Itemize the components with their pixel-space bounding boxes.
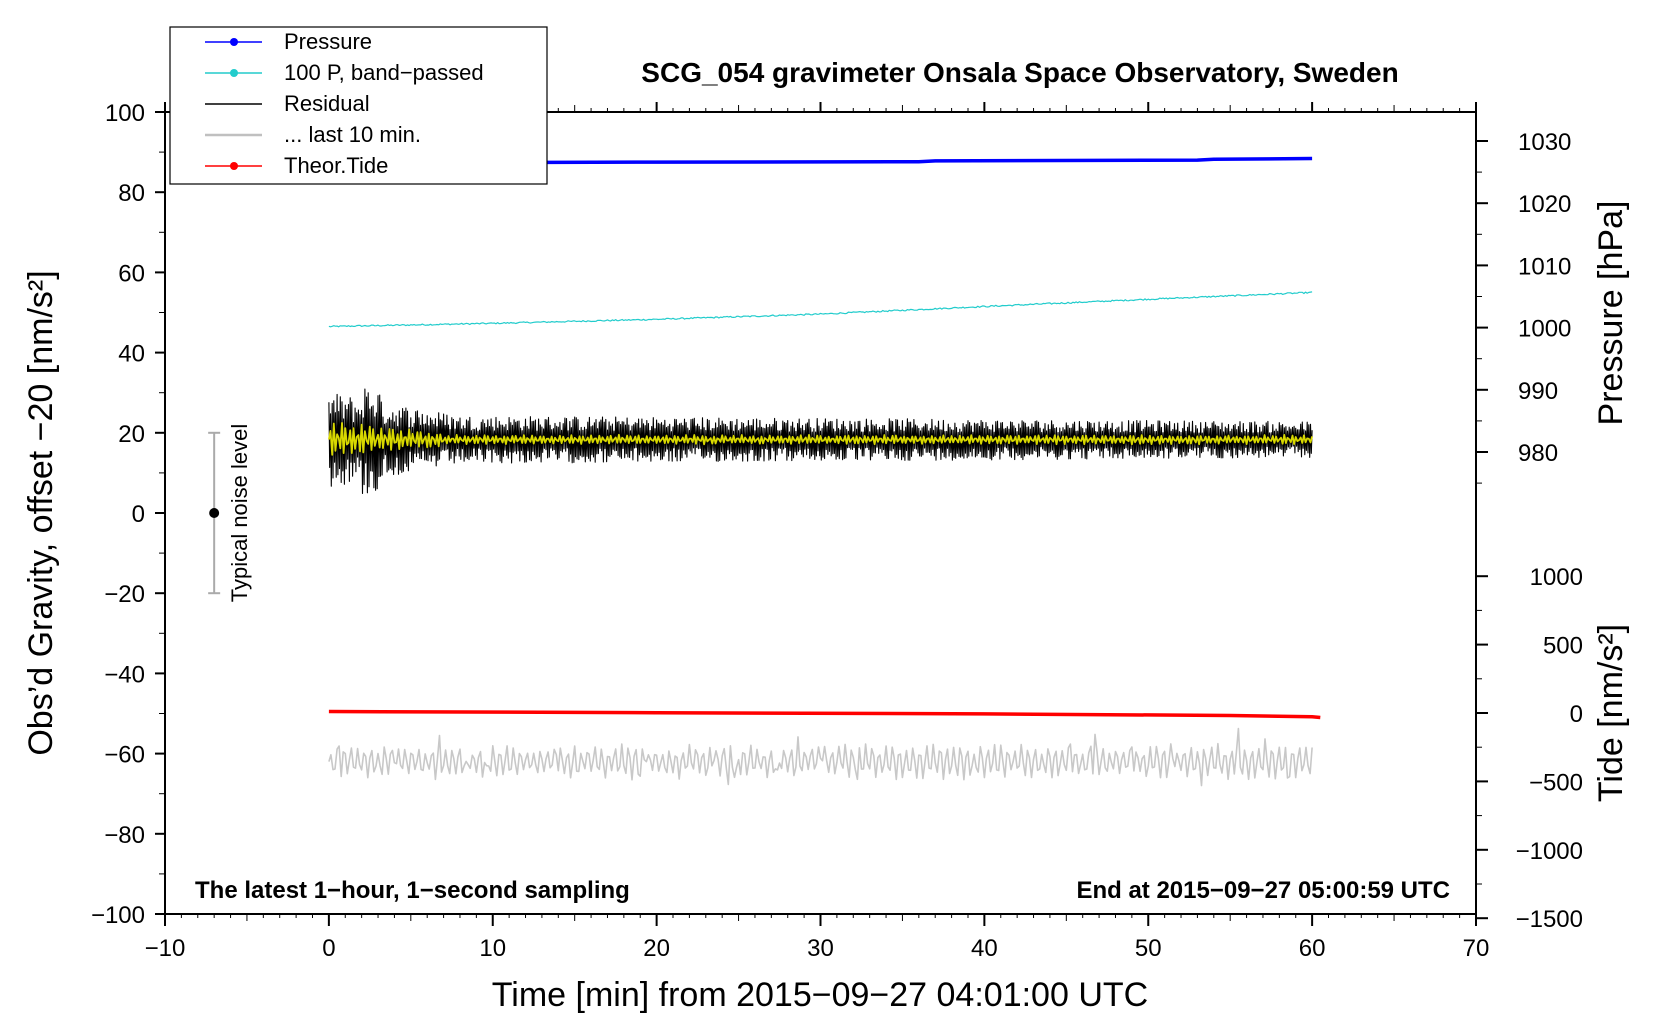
noise-label: Typical noise level	[227, 424, 252, 603]
pressure-axis-label: Pressure [hPa]	[1592, 201, 1630, 426]
x-tick-label: 0	[322, 935, 335, 962]
x-tick-label: 50	[1135, 935, 1162, 962]
series-layer	[328, 156, 1321, 787]
y-tick-label: −60	[104, 742, 145, 769]
pressure-tick-label: 1010	[1518, 253, 1571, 280]
legend-label: 100 P, band−passed	[284, 60, 484, 85]
pressure-tick-label: 990	[1518, 378, 1558, 405]
legend-label: Residual	[284, 91, 370, 116]
pressure-tick-label: 1000	[1518, 316, 1571, 343]
pressure-line	[328, 156, 1313, 165]
y-tick-label: 100	[105, 100, 145, 127]
tide-tick-label: 1000	[1530, 564, 1583, 591]
chart-title: SCG_054 gravimeter Onsala Space Observat…	[641, 57, 1398, 88]
end-time-annotation: End at 2015−09−27 05:00:59 UTC	[1076, 877, 1450, 904]
legend: Pressure 100 P, band−passed Residual ... la…	[169, 26, 548, 185]
y-tick-label: −40	[104, 661, 145, 688]
legend-label: Pressure	[284, 29, 372, 54]
y-tick-label: 60	[118, 260, 145, 287]
pressure-tick-label: 1020	[1518, 191, 1571, 218]
y-tick-label: 80	[118, 180, 145, 207]
y-tick-label: 20	[118, 421, 145, 448]
tide-axis-label: Tide [nm/s²]	[1592, 624, 1630, 802]
legend-marker	[230, 38, 238, 46]
tide-tick-label: 0	[1570, 701, 1583, 728]
tide-tick-label: −1000	[1516, 838, 1583, 865]
pressure-tick-label: 980	[1518, 440, 1558, 467]
y-axis-label: Obs’d Gravity, offset −20 [nm/s²]	[22, 270, 60, 755]
tide-tick-label: −1500	[1516, 906, 1583, 933]
tide-tick-label: −500	[1529, 769, 1583, 796]
y-tick-label: −100	[91, 902, 145, 929]
x-tick-label: −10	[145, 935, 186, 962]
legend-label: ... last 10 min.	[284, 122, 421, 147]
smoothed-residual-line	[328, 422, 1313, 456]
x-tick-label: 30	[807, 935, 834, 962]
noise-marker: Typical noise level	[208, 424, 252, 603]
x-tick-label: 10	[479, 935, 506, 962]
ticks-layer: −10 0 10 20 30 40 50 60 70−100−80−60−40−20020406…	[91, 100, 1583, 962]
x-axis-label: Time [min] from 2015−09−27 04:01:00 UTC	[492, 976, 1148, 1014]
x-tick-label: 20	[643, 935, 670, 962]
legend-label: Theor.Tide	[284, 153, 388, 178]
tide-tick-label: 500	[1543, 633, 1583, 660]
y-tick-label: −20	[104, 581, 145, 608]
y-tick-label: 0	[132, 501, 145, 528]
legend-marker	[230, 69, 238, 77]
plot-frame	[164, 111, 1477, 915]
last-10-min-line	[328, 727, 1313, 787]
legend-marker	[230, 162, 238, 170]
residual-line	[328, 388, 1313, 495]
bandpassed-pressure-line	[328, 291, 1313, 328]
pressure-tick-label: 1030	[1518, 129, 1571, 156]
y-tick-label: 40	[118, 341, 145, 368]
legend-box	[169, 26, 548, 185]
sampling-annotation: The latest 1−hour, 1−second sampling	[195, 877, 630, 904]
y-tick-label: −80	[104, 822, 145, 849]
tide-line	[328, 709, 1321, 720]
x-tick-label: 40	[971, 935, 998, 962]
x-tick-label: 60	[1299, 935, 1326, 962]
x-tick-label: 70	[1463, 935, 1490, 962]
noise-point	[209, 508, 220, 518]
